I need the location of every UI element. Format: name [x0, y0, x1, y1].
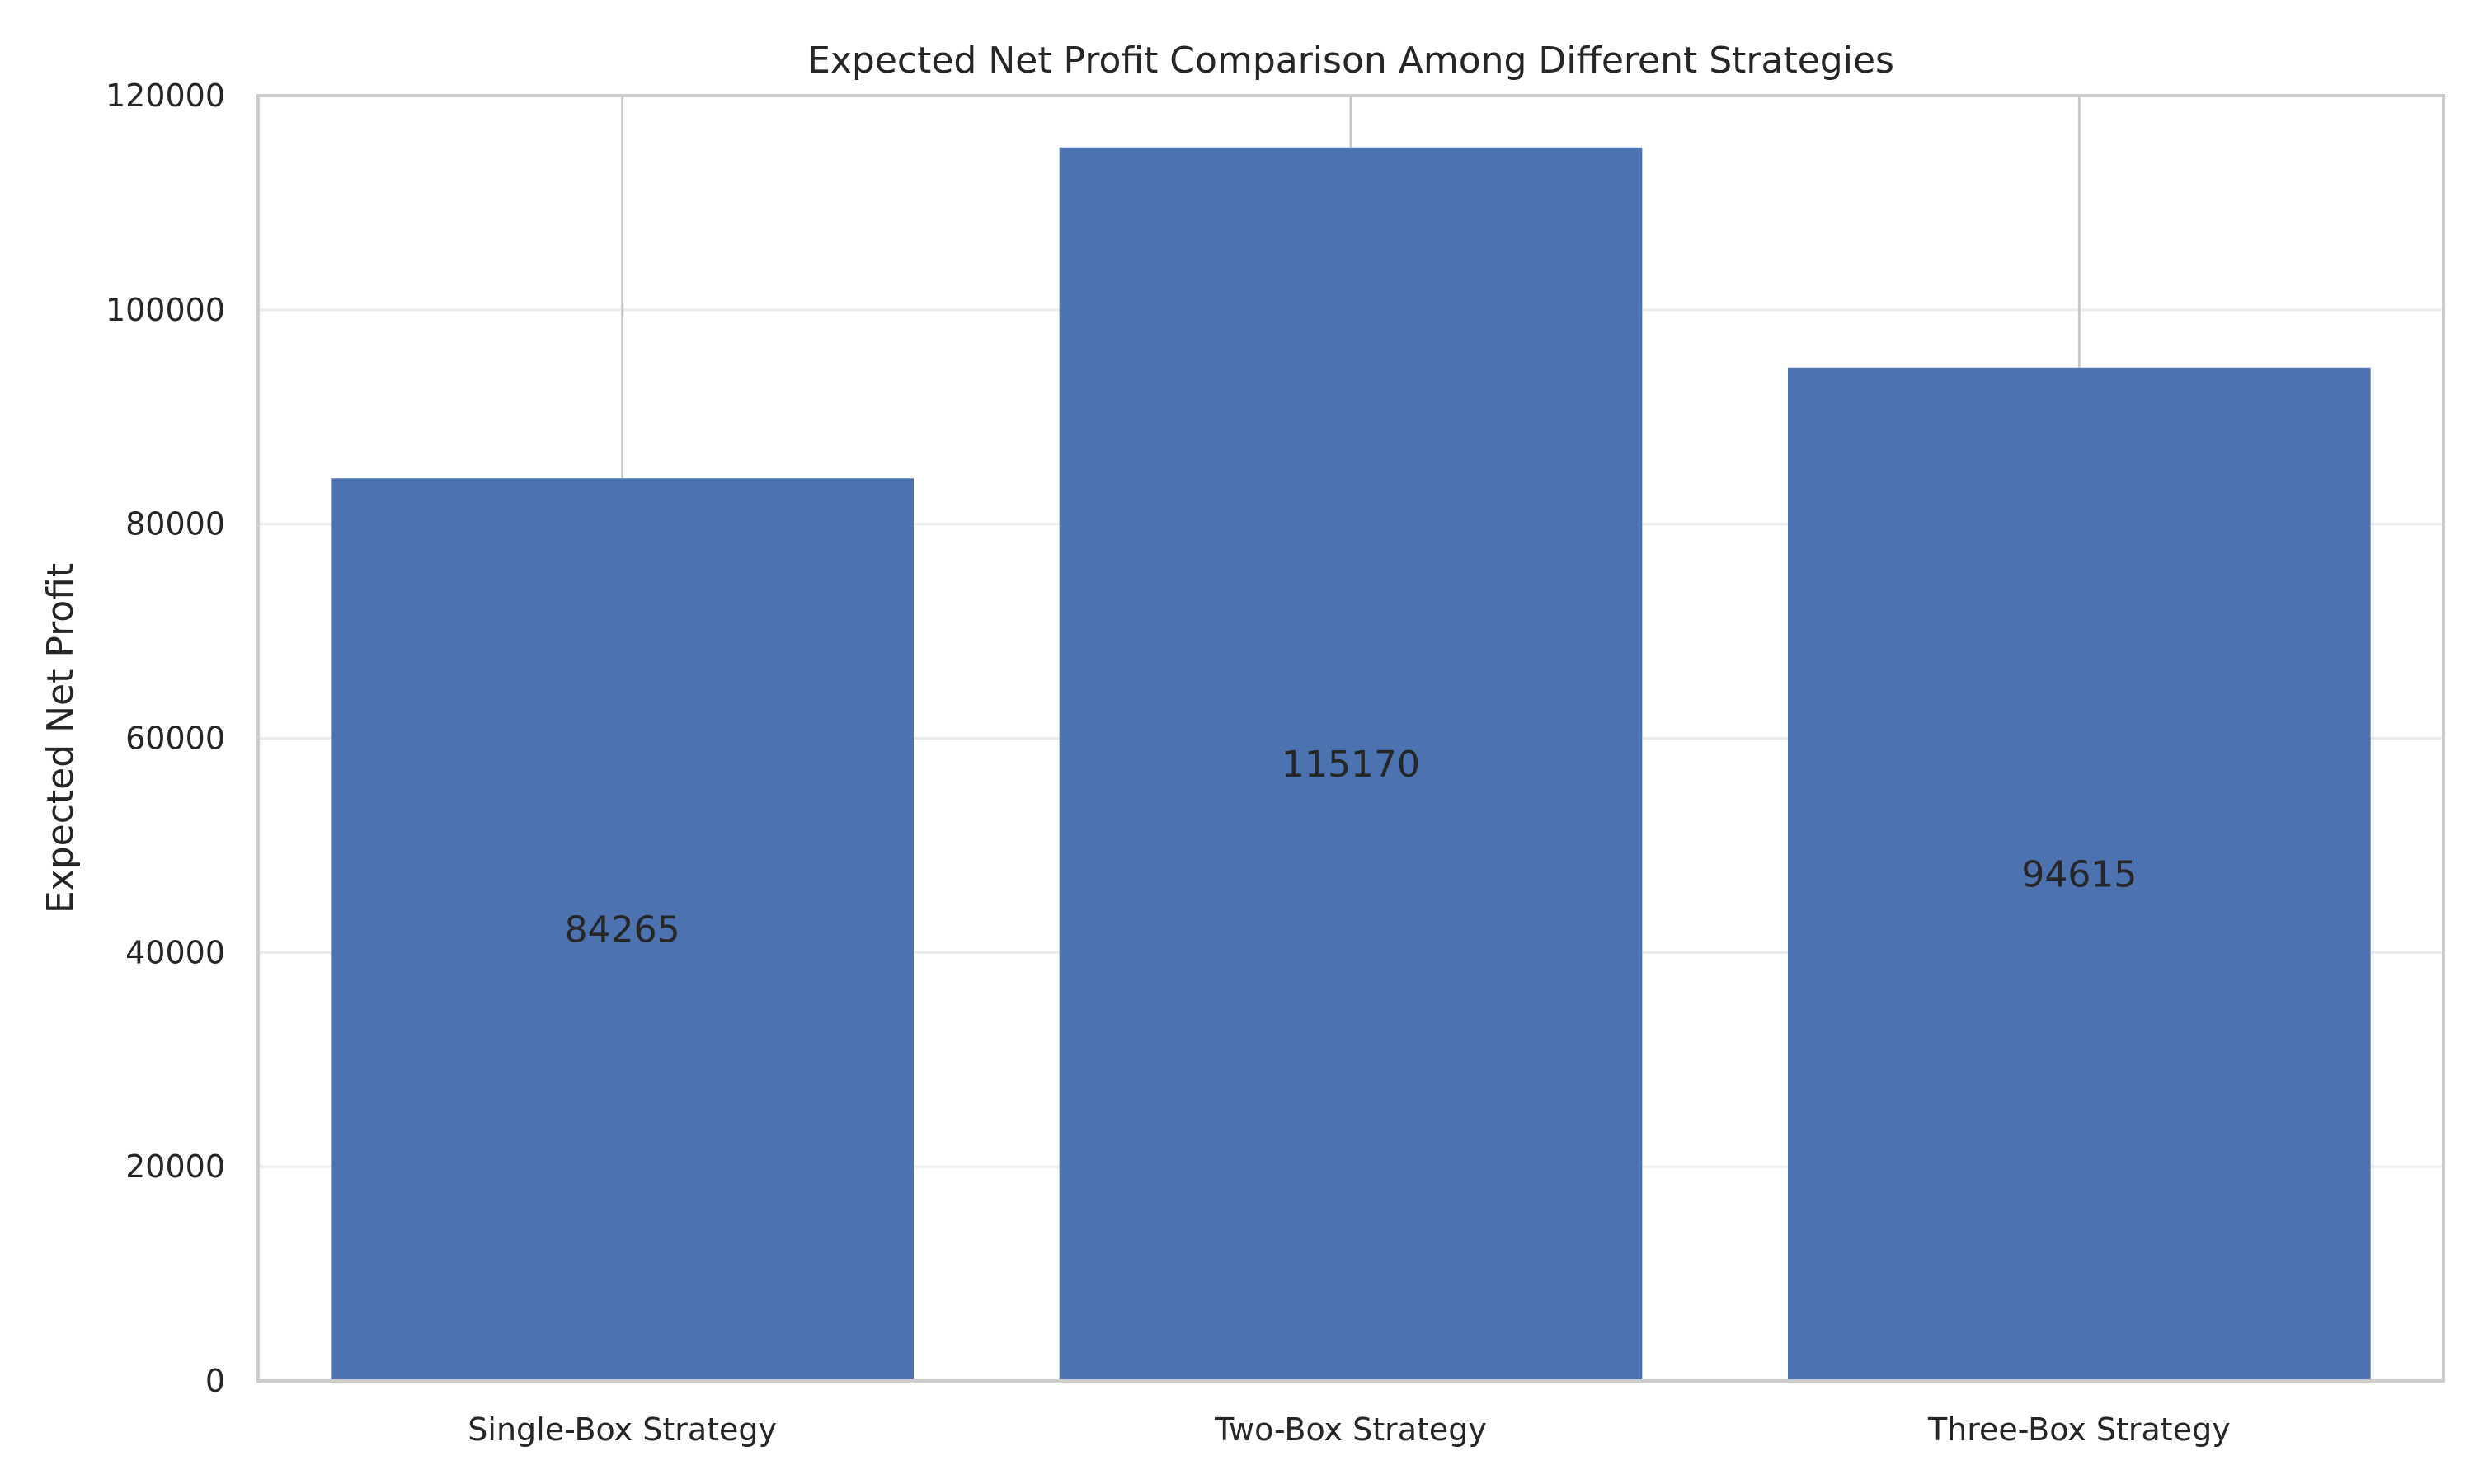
bar-2: [1059, 147, 1643, 1381]
bar-1: [331, 478, 914, 1381]
y-tick-label: 60000: [125, 721, 225, 757]
x-tick-label: Three-Box Strategy: [1927, 1411, 2231, 1448]
y-tick-label: 120000: [106, 77, 225, 114]
y-tick-label: 80000: [125, 506, 225, 542]
x-tick-label: Single-Box Strategy: [468, 1411, 777, 1448]
data-labels: 84265 115170 94615: [565, 744, 2138, 951]
y-tick-label: 20000: [125, 1148, 225, 1185]
bars: [331, 147, 2371, 1381]
chart-title: Expected Net Profit Comparison Among Dif…: [807, 40, 1894, 82]
plot-frame: [256, 94, 2445, 1383]
bar-value-label: 94615: [2021, 853, 2137, 895]
y-tick-label: 100000: [106, 292, 225, 328]
bar-value-label: 84265: [565, 909, 680, 951]
y-tick-label: 40000: [125, 934, 225, 970]
y-axis-title: Expected Net Profit: [40, 563, 82, 913]
y-tick-label: 0: [205, 1363, 225, 1399]
x-axis-ticks: Single-Box Strategy Two-Box Strategy Three…: [468, 1411, 2230, 1448]
bar-3: [1788, 367, 2371, 1381]
y-axis-ticks: 0 20000 40000 60000 80000 100000 120000: [106, 77, 225, 1399]
bar-value-label: 115170: [1282, 744, 1420, 786]
error-bars: [621, 96, 2081, 479]
x-tick-label: Two-Box Strategy: [1214, 1411, 1487, 1448]
